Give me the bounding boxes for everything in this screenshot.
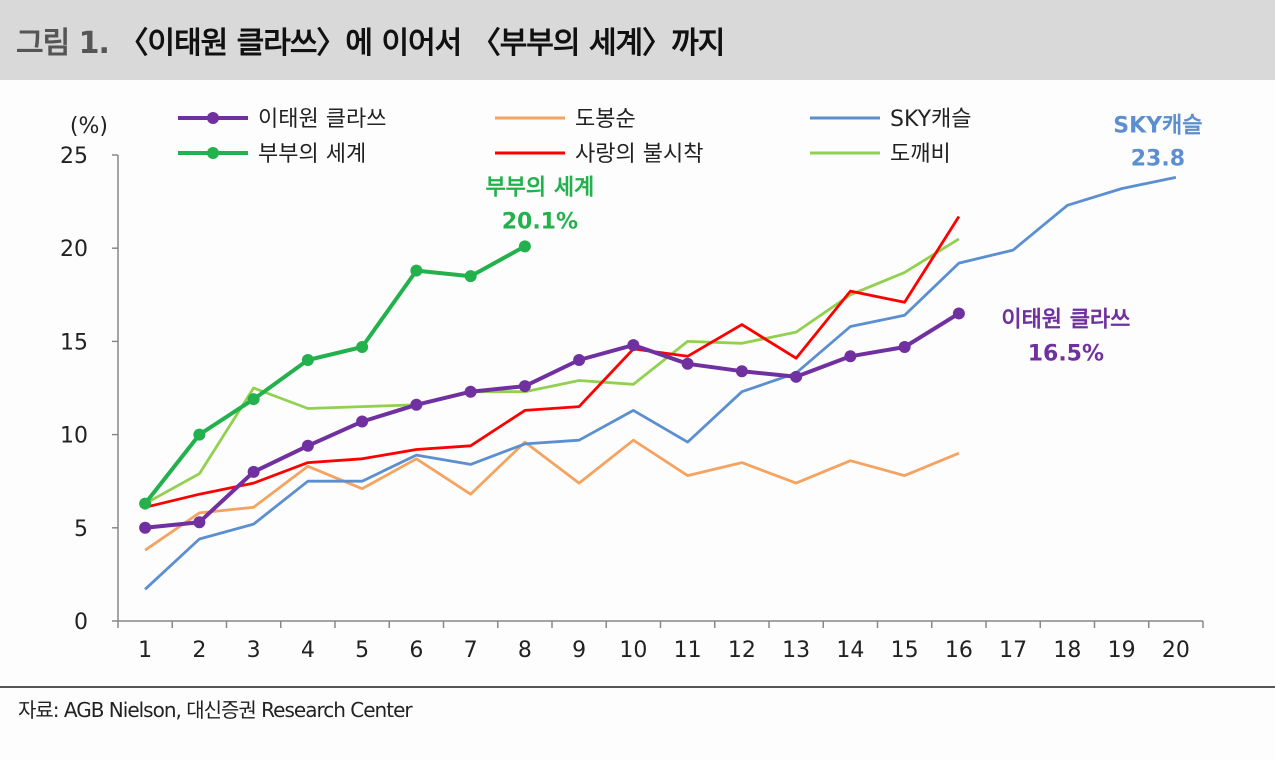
y-tick-label: 0 (74, 610, 88, 635)
data-point (518, 380, 531, 393)
page-title: 그림 1. 〈이태원 클라쓰〉에 이어서 〈부부의 세계〉까지 (16, 18, 725, 62)
footer-divider (0, 686, 1275, 688)
y-axis-unit-label: (%) (70, 114, 108, 139)
data-point (735, 365, 748, 378)
figure-label: 그림 1. (16, 26, 110, 61)
data-point (844, 350, 857, 363)
y-tick-label: 5 (74, 517, 88, 542)
series-line (144, 237, 960, 505)
legend-label: 도깨비 (890, 142, 951, 167)
annotation-value: 23.8 (1131, 146, 1185, 171)
y-tick-label: 20 (60, 237, 88, 262)
data-point (410, 398, 423, 411)
legend-marker (207, 147, 219, 159)
legend-label: 사랑의 불시착 (575, 142, 703, 167)
x-tick-label: 16 (945, 638, 973, 663)
x-tick-label: 4 (301, 638, 315, 663)
data-point (464, 385, 477, 398)
data-point (301, 439, 314, 452)
x-tick-label: 5 (355, 638, 369, 663)
x-tick-label: 10 (619, 638, 647, 663)
y-tick-label: 15 (60, 330, 88, 355)
data-point (681, 357, 694, 370)
x-tick-label: 14 (836, 638, 864, 663)
data-point (356, 415, 369, 428)
data-point (193, 516, 206, 529)
annotation-label: 부부의 세계 (485, 175, 594, 200)
x-tick-label: 17 (999, 638, 1027, 663)
data-point (139, 497, 152, 510)
legend-label: 부부의 세계 (258, 142, 366, 167)
x-tick-label: 8 (518, 638, 532, 663)
x-tick-label: 1 (138, 638, 152, 663)
data-point (301, 354, 314, 367)
legend-label: SKY캐슬 (890, 107, 972, 132)
legend-label: 이태원 클라쓰 (258, 107, 386, 132)
annotation-value: 16.5% (1028, 341, 1104, 366)
x-tick-label: 19 (1108, 638, 1136, 663)
data-point (464, 270, 477, 283)
x-tick-label: 3 (247, 638, 261, 663)
series-line (144, 438, 960, 552)
data-point (898, 340, 911, 353)
x-tick-label: 15 (891, 638, 919, 663)
x-tick-label: 11 (674, 638, 702, 663)
y-tick-label: 10 (60, 424, 88, 449)
x-tick-label: 12 (728, 638, 756, 663)
data-point (247, 465, 260, 478)
y-tick-label: 25 (60, 144, 88, 169)
legend-label: 도봉순 (575, 107, 636, 132)
data-point (193, 428, 206, 441)
figure-title: 〈이태원 클라쓰〉에 이어서 〈부부의 세계〉까지 (118, 26, 725, 61)
data-point (518, 240, 531, 253)
annotation-label: 이태원 클라쓰 (1001, 307, 1130, 332)
x-tick-label: 13 (782, 638, 810, 663)
header-bar: 그림 1. 〈이태원 클라쓰〉에 이어서 〈부부의 세계〉까지 (0, 0, 1275, 80)
data-point (790, 370, 803, 383)
data-point (410, 264, 423, 277)
annotation-label: SKY캐슬 (1113, 113, 1202, 138)
series-line (143, 244, 526, 505)
x-tick-label: 7 (464, 638, 478, 663)
source-note: 자료: AGB Nielson, 대신증권 Research Center (18, 698, 413, 722)
series-line (144, 311, 960, 530)
data-point (627, 339, 640, 352)
data-point (247, 393, 260, 406)
x-tick-label: 20 (1162, 638, 1190, 663)
legend-marker (207, 112, 219, 124)
data-point (356, 340, 369, 353)
x-tick-label: 6 (409, 638, 423, 663)
x-tick-label: 18 (1053, 638, 1081, 663)
annotation-value: 20.1% (502, 209, 578, 234)
series-line (144, 176, 1177, 591)
data-point (573, 354, 586, 367)
data-point (952, 307, 965, 320)
series-line (144, 215, 961, 509)
data-point (139, 521, 152, 534)
x-tick-label: 9 (572, 638, 586, 663)
x-tick-label: 2 (192, 638, 206, 663)
